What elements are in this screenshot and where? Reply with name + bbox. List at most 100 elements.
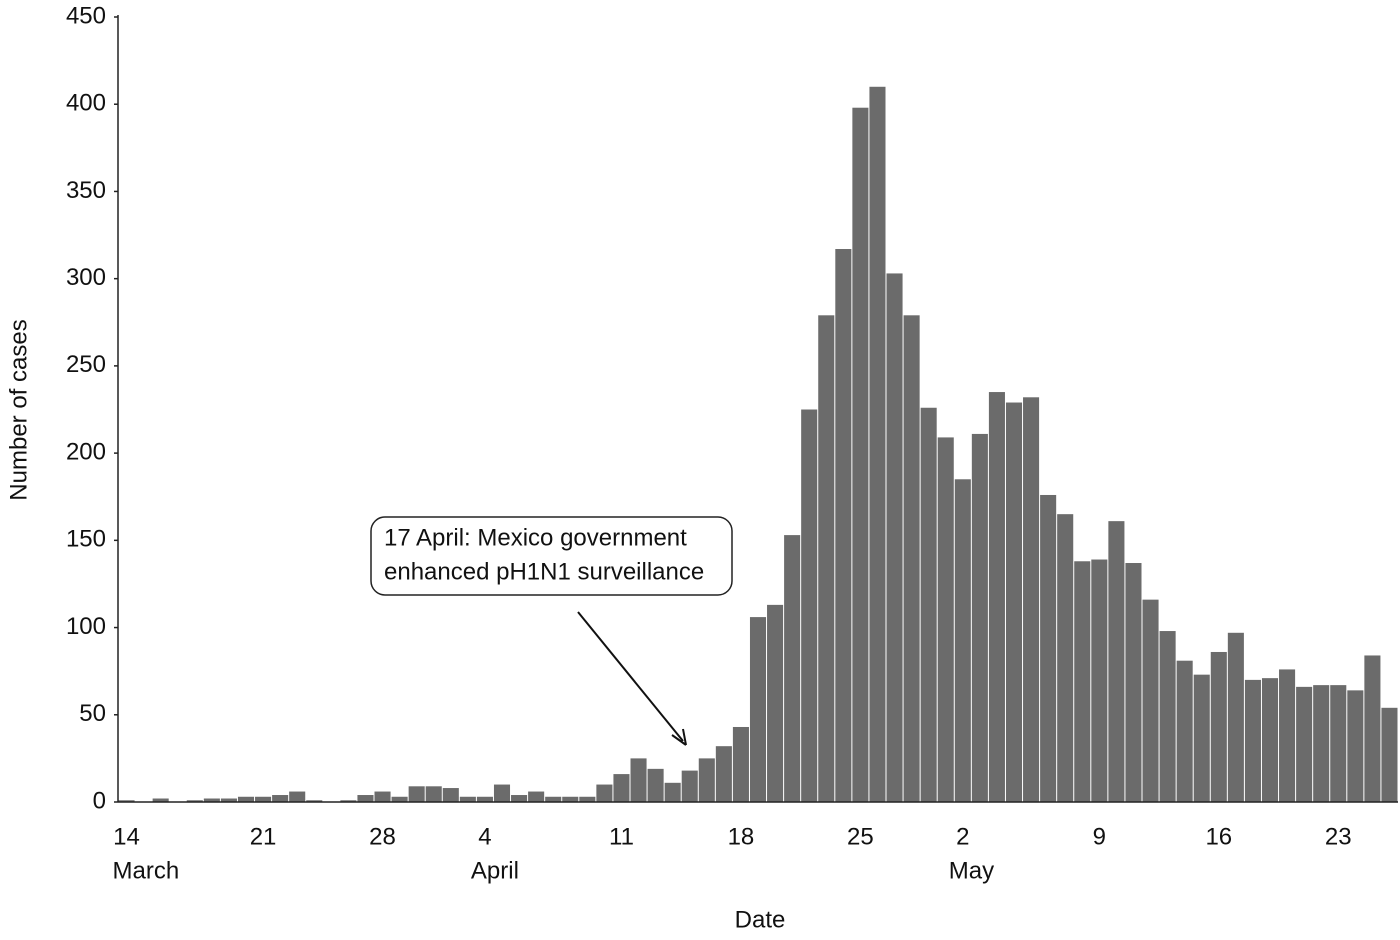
bar — [1005, 402, 1023, 802]
annotation-arrow — [577, 611, 684, 742]
month-label: March — [113, 857, 180, 884]
bar — [1279, 669, 1296, 802]
bar — [971, 433, 988, 802]
bar — [1159, 631, 1176, 802]
bar — [715, 746, 732, 802]
bar — [596, 784, 613, 802]
bar — [425, 786, 442, 802]
bar — [886, 273, 903, 802]
bar — [357, 795, 374, 802]
bar — [1364, 655, 1381, 802]
bar — [1176, 660, 1193, 802]
bar — [442, 788, 459, 802]
bar — [1330, 685, 1347, 802]
x-tick-label: 25 — [847, 823, 874, 850]
bar — [1142, 599, 1159, 802]
bar — [152, 798, 169, 802]
y-tick-label: 450 — [66, 2, 106, 29]
bar — [647, 768, 664, 802]
bar — [511, 795, 528, 802]
bar — [1040, 494, 1057, 802]
bar — [1125, 563, 1142, 802]
bar — [118, 800, 135, 802]
annotation-text: enhanced pH1N1 surveillance — [384, 558, 704, 585]
bar — [203, 798, 220, 802]
y-tick-label: 300 — [66, 264, 106, 291]
bar — [852, 107, 869, 802]
y-tick-label: 50 — [79, 700, 106, 727]
y-tick-label: 100 — [66, 613, 106, 640]
y-tick-label: 150 — [66, 526, 106, 553]
bar — [988, 392, 1005, 802]
bar — [1347, 690, 1364, 802]
bar — [1313, 685, 1330, 802]
bar — [1108, 521, 1125, 802]
bar — [869, 86, 886, 803]
bar — [272, 795, 289, 802]
x-tick-label: 16 — [1205, 823, 1232, 850]
annotation-arrowhead — [671, 728, 687, 746]
y-axis-label: Number of cases — [5, 319, 32, 500]
bar — [1296, 686, 1313, 802]
x-tick-label: 21 — [250, 823, 277, 850]
bar — [1023, 397, 1040, 802]
bar — [1227, 632, 1244, 802]
bar — [1244, 679, 1261, 802]
bar — [476, 796, 493, 802]
bar — [255, 796, 272, 802]
bar — [340, 800, 357, 802]
y-tick-label: 250 — [66, 351, 106, 378]
bar — [493, 784, 511, 802]
bar — [1091, 559, 1108, 802]
y-tick-label: 0 — [93, 787, 106, 814]
bar — [374, 791, 391, 802]
y-tick-label: 400 — [66, 90, 106, 117]
x-tick-label: 18 — [728, 823, 755, 850]
bar — [528, 791, 545, 802]
bar — [1381, 707, 1398, 802]
bar — [579, 796, 596, 802]
bar — [784, 535, 801, 802]
bar — [920, 407, 937, 802]
bar — [1193, 674, 1210, 802]
annotation-box — [370, 516, 733, 596]
bar — [306, 800, 323, 802]
bar — [698, 758, 715, 802]
month-label: May — [949, 857, 994, 884]
bar — [749, 617, 767, 802]
bar — [1057, 514, 1074, 802]
bar — [937, 437, 954, 802]
bar — [237, 796, 255, 802]
x-tick-label: 14 — [113, 823, 140, 850]
bar — [408, 786, 425, 802]
bar — [289, 791, 306, 802]
bar — [835, 249, 852, 802]
bar — [562, 796, 579, 802]
bar — [681, 770, 698, 802]
y-tick-label: 350 — [66, 177, 106, 204]
annotation-text: 17 April: Mexico government — [384, 524, 687, 551]
bar — [630, 758, 647, 802]
x-tick-label: 4 — [478, 823, 491, 850]
bar — [767, 604, 784, 802]
bar — [459, 796, 476, 802]
bar — [664, 782, 681, 802]
x-tick-label: 11 — [609, 823, 634, 850]
bar — [545, 796, 562, 802]
x-tick-label: 9 — [1093, 823, 1106, 850]
bar — [613, 774, 630, 802]
bar — [1074, 561, 1091, 802]
bar — [391, 796, 408, 802]
bar — [801, 409, 818, 802]
bar — [903, 315, 920, 802]
x-axis-label: Date — [735, 906, 786, 933]
x-tick-label: 28 — [369, 823, 396, 850]
bar — [186, 800, 203, 802]
x-tick-label: 23 — [1325, 823, 1352, 850]
y-tick-label: 200 — [66, 438, 106, 465]
bar — [1261, 678, 1279, 802]
bar — [220, 798, 237, 802]
bar — [1210, 651, 1227, 802]
bar — [954, 479, 971, 802]
